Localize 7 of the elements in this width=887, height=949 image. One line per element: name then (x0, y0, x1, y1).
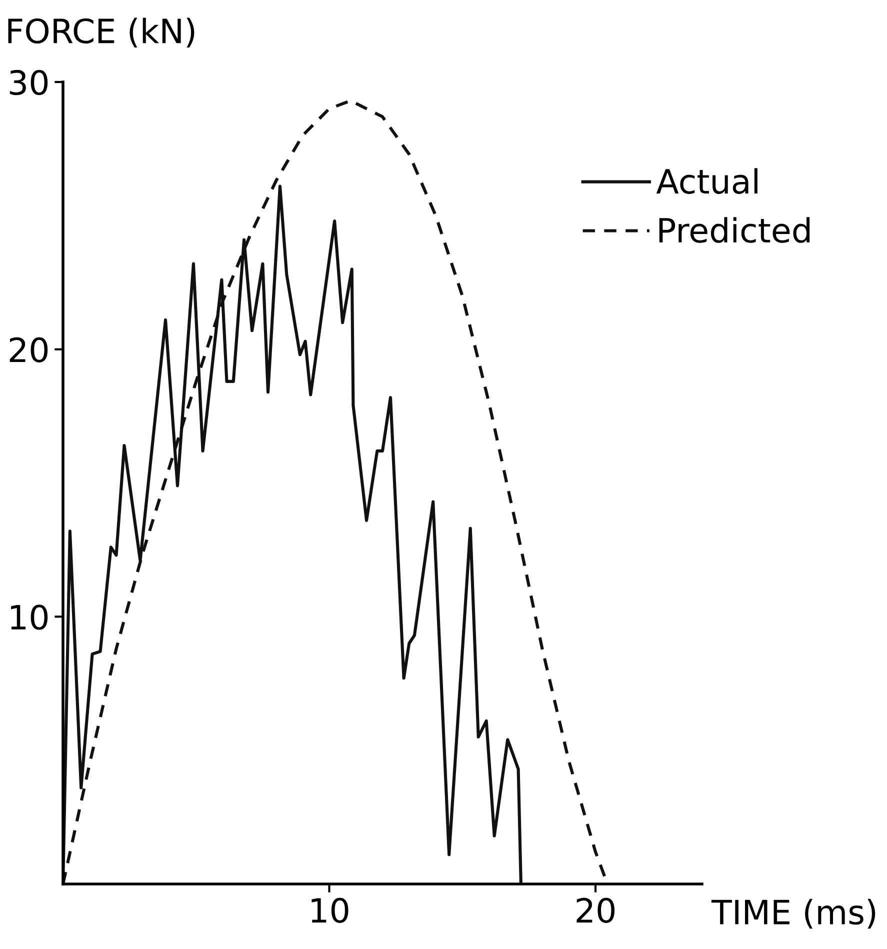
y-tick-label: 20 (10, 337, 48, 362)
y-tick-label: 30 (10, 70, 48, 96)
legend-label: Predicted (659, 217, 810, 243)
legend-label: Actual (656, 168, 758, 194)
x-axis-title: TIME (ms) (711, 898, 876, 929)
y-axis-title: FORCE (kN) (8, 18, 194, 48)
y-tick-label: 10 (11, 604, 48, 630)
